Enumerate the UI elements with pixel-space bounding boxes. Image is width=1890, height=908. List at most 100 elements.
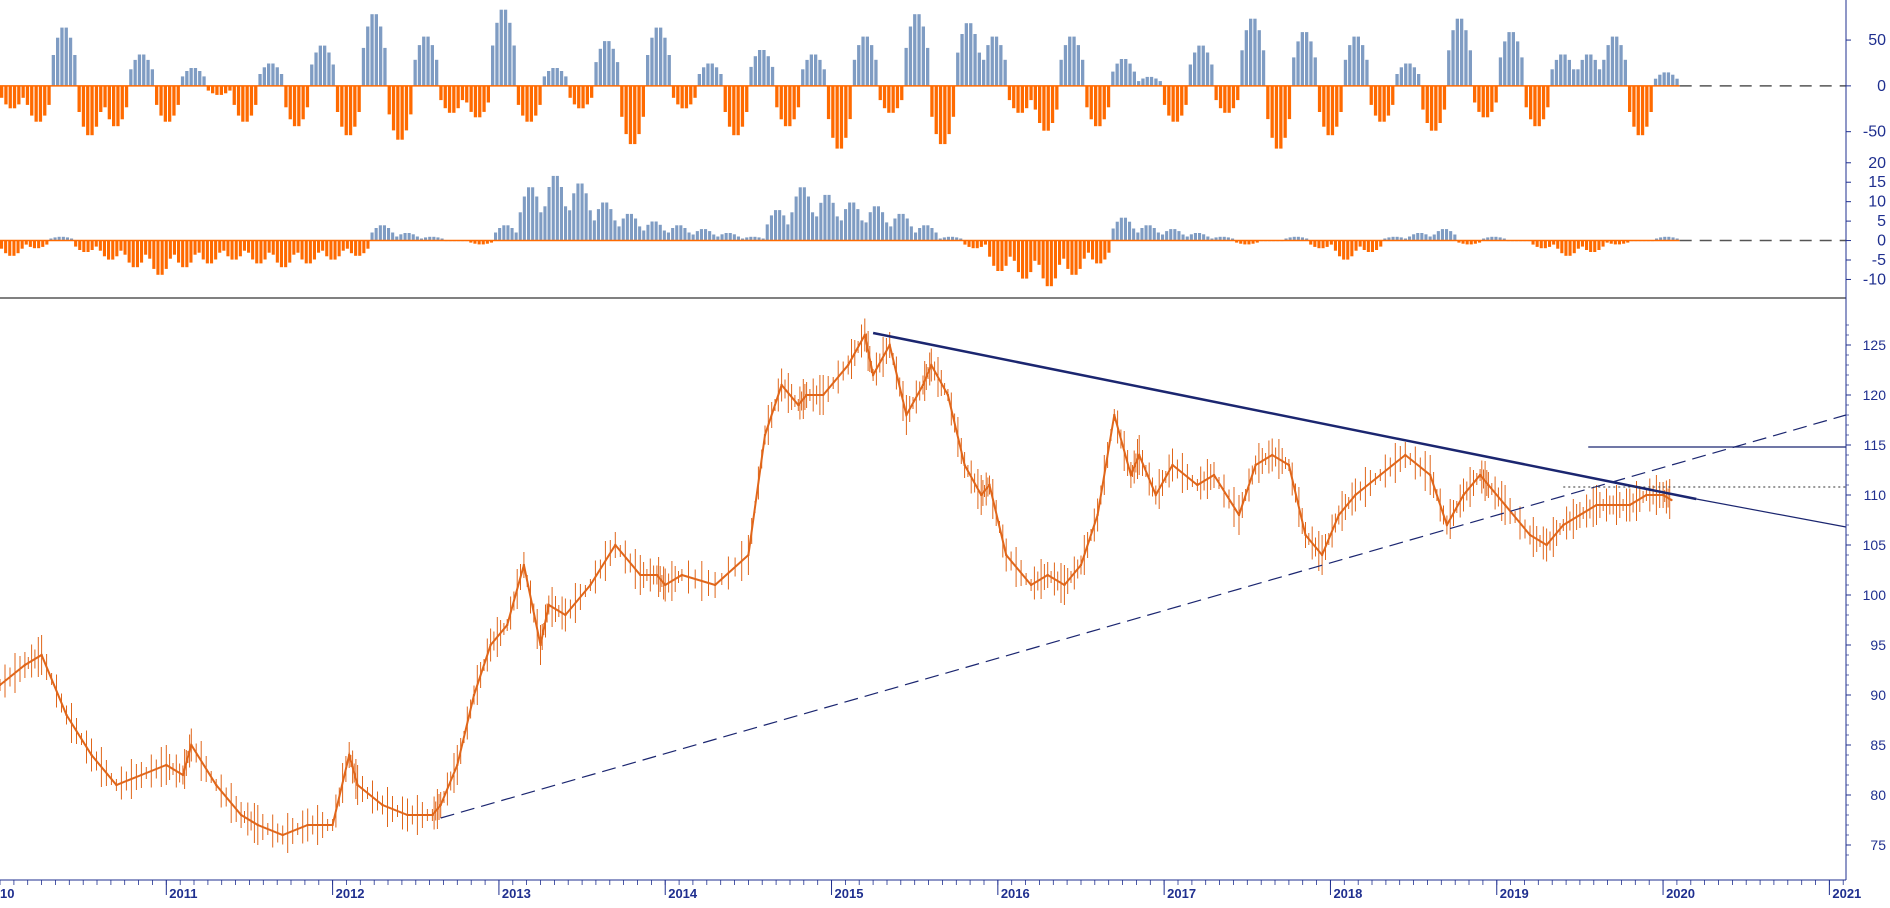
mid-osc-bar: [1103, 240, 1107, 260]
mid-osc-bar: [983, 240, 987, 245]
mid-osc-bar: [992, 240, 996, 266]
price-point: [847, 363, 850, 367]
top-osc-bar: [1249, 18, 1253, 86]
top-osc-bar: [1287, 85, 1292, 120]
top-osc-y-tick-label: 50: [1868, 32, 1886, 49]
mid-osc-bar: [601, 202, 605, 241]
mid-osc-bar: [901, 213, 905, 241]
top-osc-bar: [508, 22, 512, 86]
price-point: [1113, 413, 1116, 417]
mid-osc-bar: [914, 232, 918, 241]
mid-osc-bar: [333, 240, 337, 260]
top-osc-bar: [938, 85, 943, 145]
top-osc-bar: [396, 85, 400, 140]
top-osc-bar: [727, 85, 732, 127]
price-point: [331, 823, 334, 827]
top-osc-bar: [1438, 85, 1442, 123]
top-osc-bar: [1352, 36, 1356, 86]
mid-osc-bar: [794, 196, 798, 241]
mid-osc-bar: [724, 233, 728, 241]
mid-osc-bar: [547, 187, 551, 241]
mid-osc-bar: [506, 225, 510, 241]
mid-osc-bar: [1132, 228, 1136, 241]
top-osc-bar: [447, 85, 452, 113]
mid-osc-bar: [872, 206, 876, 241]
top-osc-bar: [124, 85, 129, 108]
top-osc-bar: [1378, 85, 1382, 122]
mid-osc-bar: [354, 240, 358, 256]
x-tick-label: 2017: [1167, 886, 1196, 901]
mid-osc-bar: [1395, 236, 1399, 241]
mid-osc-bar: [1469, 240, 1473, 245]
mid-osc-bar: [720, 234, 724, 241]
price-point: [1628, 503, 1632, 507]
mid-osc-bar: [1436, 231, 1440, 241]
top-osc-bar: [1498, 57, 1503, 86]
top-osc-bar: [1162, 85, 1167, 105]
mid-osc-bar: [749, 236, 753, 241]
mid-osc-bar: [1300, 237, 1304, 241]
top-osc-bar: [628, 85, 633, 145]
top-osc-bar: [271, 63, 275, 86]
mid-osc-bar: [140, 240, 144, 263]
mid-osc-bar: [300, 240, 304, 260]
top-osc-bar: [1300, 32, 1304, 86]
price-point: [115, 783, 118, 787]
top-osc-bar: [435, 59, 439, 86]
top-osc-bar: [1589, 54, 1593, 86]
top-osc-bar: [1455, 18, 1459, 86]
price-point: [306, 823, 309, 827]
top-osc-bar: [86, 85, 90, 136]
top-osc-bar: [646, 55, 650, 86]
price-point: [381, 803, 384, 807]
mid-osc-bar: [1482, 238, 1486, 241]
mid-osc-bar: [86, 240, 90, 252]
mid-osc-y-tick-label: 20: [1868, 155, 1886, 172]
mid-osc-bar: [1370, 240, 1374, 252]
mid-osc-bar: [74, 240, 78, 247]
top-osc-bar: [1154, 78, 1158, 86]
x-tick-label: 2016: [1001, 886, 1030, 901]
mid-osc-bar: [905, 218, 909, 241]
mid-osc-bar: [1350, 240, 1354, 257]
top-osc-bar: [1046, 85, 1050, 131]
mid-osc-bar: [193, 240, 197, 255]
top-osc-bar: [495, 22, 499, 86]
x-tick-label: 2014: [668, 886, 698, 901]
mid-osc-bar: [942, 237, 946, 241]
mid-osc-bar: [329, 240, 333, 260]
mid-osc-bar: [1626, 240, 1630, 243]
top-osc-bar: [0, 85, 4, 98]
mid-osc-bar: [107, 240, 111, 260]
mid-osc-bar: [687, 232, 691, 241]
top-osc-bar: [1339, 85, 1343, 112]
top-osc-bar: [1128, 63, 1132, 86]
top-osc-bar: [1257, 30, 1261, 86]
top-osc-bar: [865, 36, 869, 86]
top-osc-bar: [1175, 85, 1180, 122]
price-point: [614, 543, 617, 547]
top-osc-bar: [1649, 85, 1653, 112]
top-osc-bar: [706, 63, 710, 86]
top-osc-bar: [47, 85, 51, 105]
top-osc-bar: [577, 85, 581, 109]
mid-osc-bar: [1338, 240, 1342, 257]
top-osc-bar: [762, 50, 766, 86]
mid-osc-bar: [844, 209, 848, 241]
top-osc-bar: [1094, 85, 1098, 127]
top-osc-bar: [426, 36, 430, 86]
price-point: [1379, 473, 1382, 477]
mid-osc-y-tick-label: 5: [1877, 213, 1886, 230]
top-osc-bar: [585, 85, 589, 105]
top-osc-bar: [512, 45, 516, 86]
price-y-tick-label: 85: [1870, 737, 1886, 753]
top-osc-bar: [185, 71, 189, 86]
mid-osc-bar: [1173, 229, 1177, 241]
mid-osc-bar: [144, 240, 148, 255]
top-osc-bar: [176, 85, 180, 105]
mid-osc-bar: [498, 228, 502, 241]
top-osc-bar: [245, 85, 249, 122]
mid-osc-bar: [1453, 234, 1457, 241]
price-point: [0, 683, 2, 687]
top-osc-bar: [168, 85, 172, 122]
